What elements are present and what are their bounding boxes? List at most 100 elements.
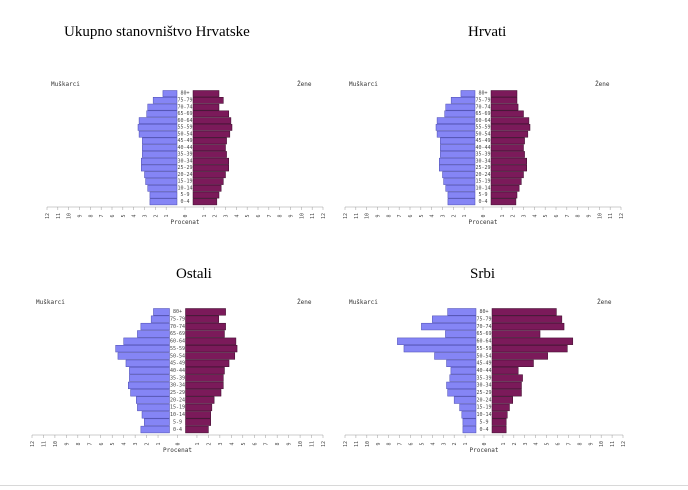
age-label-5-9: 5-9 [173, 419, 182, 425]
bar-male-60-64 [436, 117, 476, 124]
x-tick-label: 5 [419, 442, 425, 445]
x-tick-label: 1 [500, 214, 506, 217]
bar-female-65-69 [490, 110, 524, 118]
bar-female-35-39 [192, 151, 227, 158]
age-label-20-24: 20-24 [476, 397, 491, 403]
x-tick-label: 11 [310, 213, 316, 219]
bar-male-75-79 [152, 97, 178, 104]
chart-title-croats: Hrvati [468, 24, 507, 40]
bar-female-5-9 [491, 418, 507, 426]
x-tick-label: 1 [195, 442, 201, 445]
bar-female-25-29 [192, 164, 229, 172]
bar-male-30-34 [446, 381, 477, 390]
x-tick-label: 1 [463, 442, 469, 445]
x-tick-label: 3 [224, 214, 230, 217]
x-tick-label: 4 [532, 214, 538, 217]
bar-male-75-79 [432, 315, 477, 323]
x-tick-label: 11 [354, 441, 360, 447]
age-label-0-4: 0-4 [173, 427, 182, 433]
bar-female-40-44 [185, 367, 225, 375]
age-label-70-74: 70-74 [177, 104, 192, 110]
bar-male-40-44 [450, 367, 477, 375]
x-tick-label: 5 [543, 214, 549, 217]
age-label-40-44: 40-44 [170, 368, 185, 374]
age-label-45-49: 45-49 [170, 361, 185, 367]
bar-male-35-39 [440, 151, 476, 158]
x-tick-label: 5 [110, 442, 116, 445]
age-label-35-39: 35-39 [170, 375, 185, 381]
x-tick-label: 7 [565, 214, 571, 217]
female-axis-label: Žene [597, 298, 612, 306]
bar-female-30-34 [185, 381, 224, 390]
x-tick-label: 12 [343, 213, 349, 219]
bar-female-45-49 [192, 137, 227, 145]
chart-title-serbs: Srbi [470, 266, 496, 282]
bar-male-80+ [460, 90, 476, 97]
age-label-80+: 80+ [479, 309, 488, 315]
x-tick-label: 9 [289, 214, 295, 217]
age-label-65-69: 65-69 [177, 111, 192, 117]
bar-female-10-14 [491, 411, 508, 419]
bar-male-30-34 [439, 157, 476, 165]
bar-male-65-69 [444, 110, 476, 118]
bar-male-15-19 [459, 403, 477, 412]
bar-male-60-64 [138, 117, 178, 124]
bar-male-55-59 [403, 345, 477, 353]
bar-female-70-74 [192, 103, 220, 111]
bar-female-15-19 [185, 403, 213, 412]
bar-female-55-59 [185, 345, 238, 353]
age-label-25-29: 25-29 [170, 390, 185, 396]
age-label-0-4: 0-4 [479, 427, 488, 433]
age-label-20-24: 20-24 [177, 172, 192, 178]
bar-female-10-14 [185, 411, 211, 419]
bar-female-30-34 [490, 157, 527, 165]
bar-male-20-24 [136, 396, 170, 404]
bar-female-30-34 [491, 381, 522, 390]
pyramid-serbs: Muškarci Žene0-45-910-1415-1920-2425-2930… [343, 298, 627, 454]
age-label-55-59: 55-59 [476, 346, 491, 352]
x-tick-label: 2 [213, 214, 219, 217]
age-label-25-29: 25-29 [475, 165, 490, 171]
x-tick-label: 2 [452, 442, 458, 445]
bar-female-65-69 [192, 110, 229, 118]
bar-female-40-44 [490, 144, 524, 152]
age-label-80+: 80+ [180, 91, 189, 97]
x-axis-title: Procenat [470, 447, 499, 454]
bar-male-55-59 [115, 345, 170, 353]
bar-female-75-79 [185, 315, 219, 323]
age-label-70-74: 70-74 [170, 324, 185, 330]
age-label-15-19: 15-19 [476, 405, 491, 411]
x-tick-label: 1 [501, 442, 507, 445]
x-tick-label: 0 [482, 442, 488, 445]
bar-female-20-24 [185, 396, 215, 404]
x-tick-label: 9 [287, 442, 293, 445]
age-label-10-14: 10-14 [475, 185, 490, 191]
bar-female-60-64 [491, 337, 574, 345]
x-tick-label: 12 [45, 213, 51, 219]
x-tick-label: 4 [234, 214, 240, 217]
male-axis-label: Muškarci [36, 299, 65, 306]
bar-female-50-54 [491, 352, 548, 360]
bar-male-20-24 [453, 396, 477, 404]
bar-female-60-64 [192, 117, 232, 124]
bar-male-45-49 [446, 359, 477, 367]
age-label-20-24: 20-24 [170, 397, 185, 403]
x-tick-label: 11 [41, 441, 47, 447]
bar-male-50-54 [436, 130, 476, 138]
age-label-65-69: 65-69 [475, 111, 490, 117]
x-tick-label: 1 [202, 214, 208, 217]
bar-female-80+ [185, 308, 226, 316]
chart-title-total: Ukupno stanovništvo Hrvatske [64, 24, 250, 40]
bar-female-5-9 [185, 418, 211, 426]
bar-male-75-79 [150, 315, 170, 323]
bar-female-5-9 [192, 191, 220, 199]
age-label-50-54: 50-54 [475, 131, 490, 137]
bar-female-70-74 [491, 322, 565, 331]
x-tick-label: 0 [176, 442, 182, 445]
pyramid-total: Muškarci Žene0-45-910-1415-1920-2425-2930… [45, 80, 327, 226]
x-tick-label: 3 [218, 442, 224, 445]
bar-male-45-49 [125, 359, 170, 367]
x-tick-label: 2 [511, 214, 517, 217]
bar-male-30-34 [141, 157, 178, 165]
age-label-40-44: 40-44 [475, 145, 490, 151]
